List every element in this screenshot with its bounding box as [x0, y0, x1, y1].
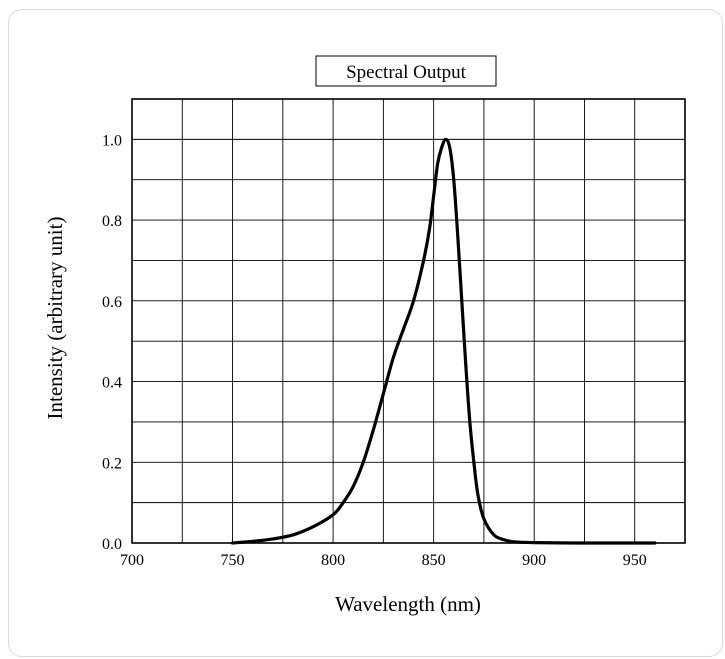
- y-tick-label: 0.0: [102, 536, 122, 553]
- y-tick-label: 1.0: [102, 132, 122, 149]
- series-layer: [230, 137, 657, 545]
- chart-card: [8, 9, 723, 657]
- y-tick-label: 0.4: [102, 375, 122, 392]
- x-tick-label: 700: [120, 552, 144, 569]
- y-axis-title: Intensity (arbitrary unit): [43, 217, 67, 420]
- y-tick-label: 0.8: [102, 213, 122, 230]
- y-tick-label: 0.2: [102, 455, 122, 472]
- x-tick-labels: 700 750 800 850 900 950: [120, 552, 647, 569]
- plot-frame: [131, 98, 686, 544]
- x-tick-label: 950: [623, 552, 647, 569]
- chart-title-box: [315, 55, 497, 87]
- x-tick-label: 850: [422, 552, 446, 569]
- chart-title: Spectral Output: [346, 62, 467, 83]
- x-axis-title: Wavelength (nm): [335, 592, 481, 616]
- y-tick-label: 0.6: [102, 294, 122, 311]
- series-line: [230, 137, 657, 545]
- x-tick-label: 750: [221, 552, 245, 569]
- x-tick-label: 900: [522, 552, 546, 569]
- grid: [132, 99, 685, 543]
- y-tick-labels: 0.0 0.2 0.4 0.6 0.8 1.0: [102, 132, 122, 553]
- x-tick-label: 800: [321, 552, 345, 569]
